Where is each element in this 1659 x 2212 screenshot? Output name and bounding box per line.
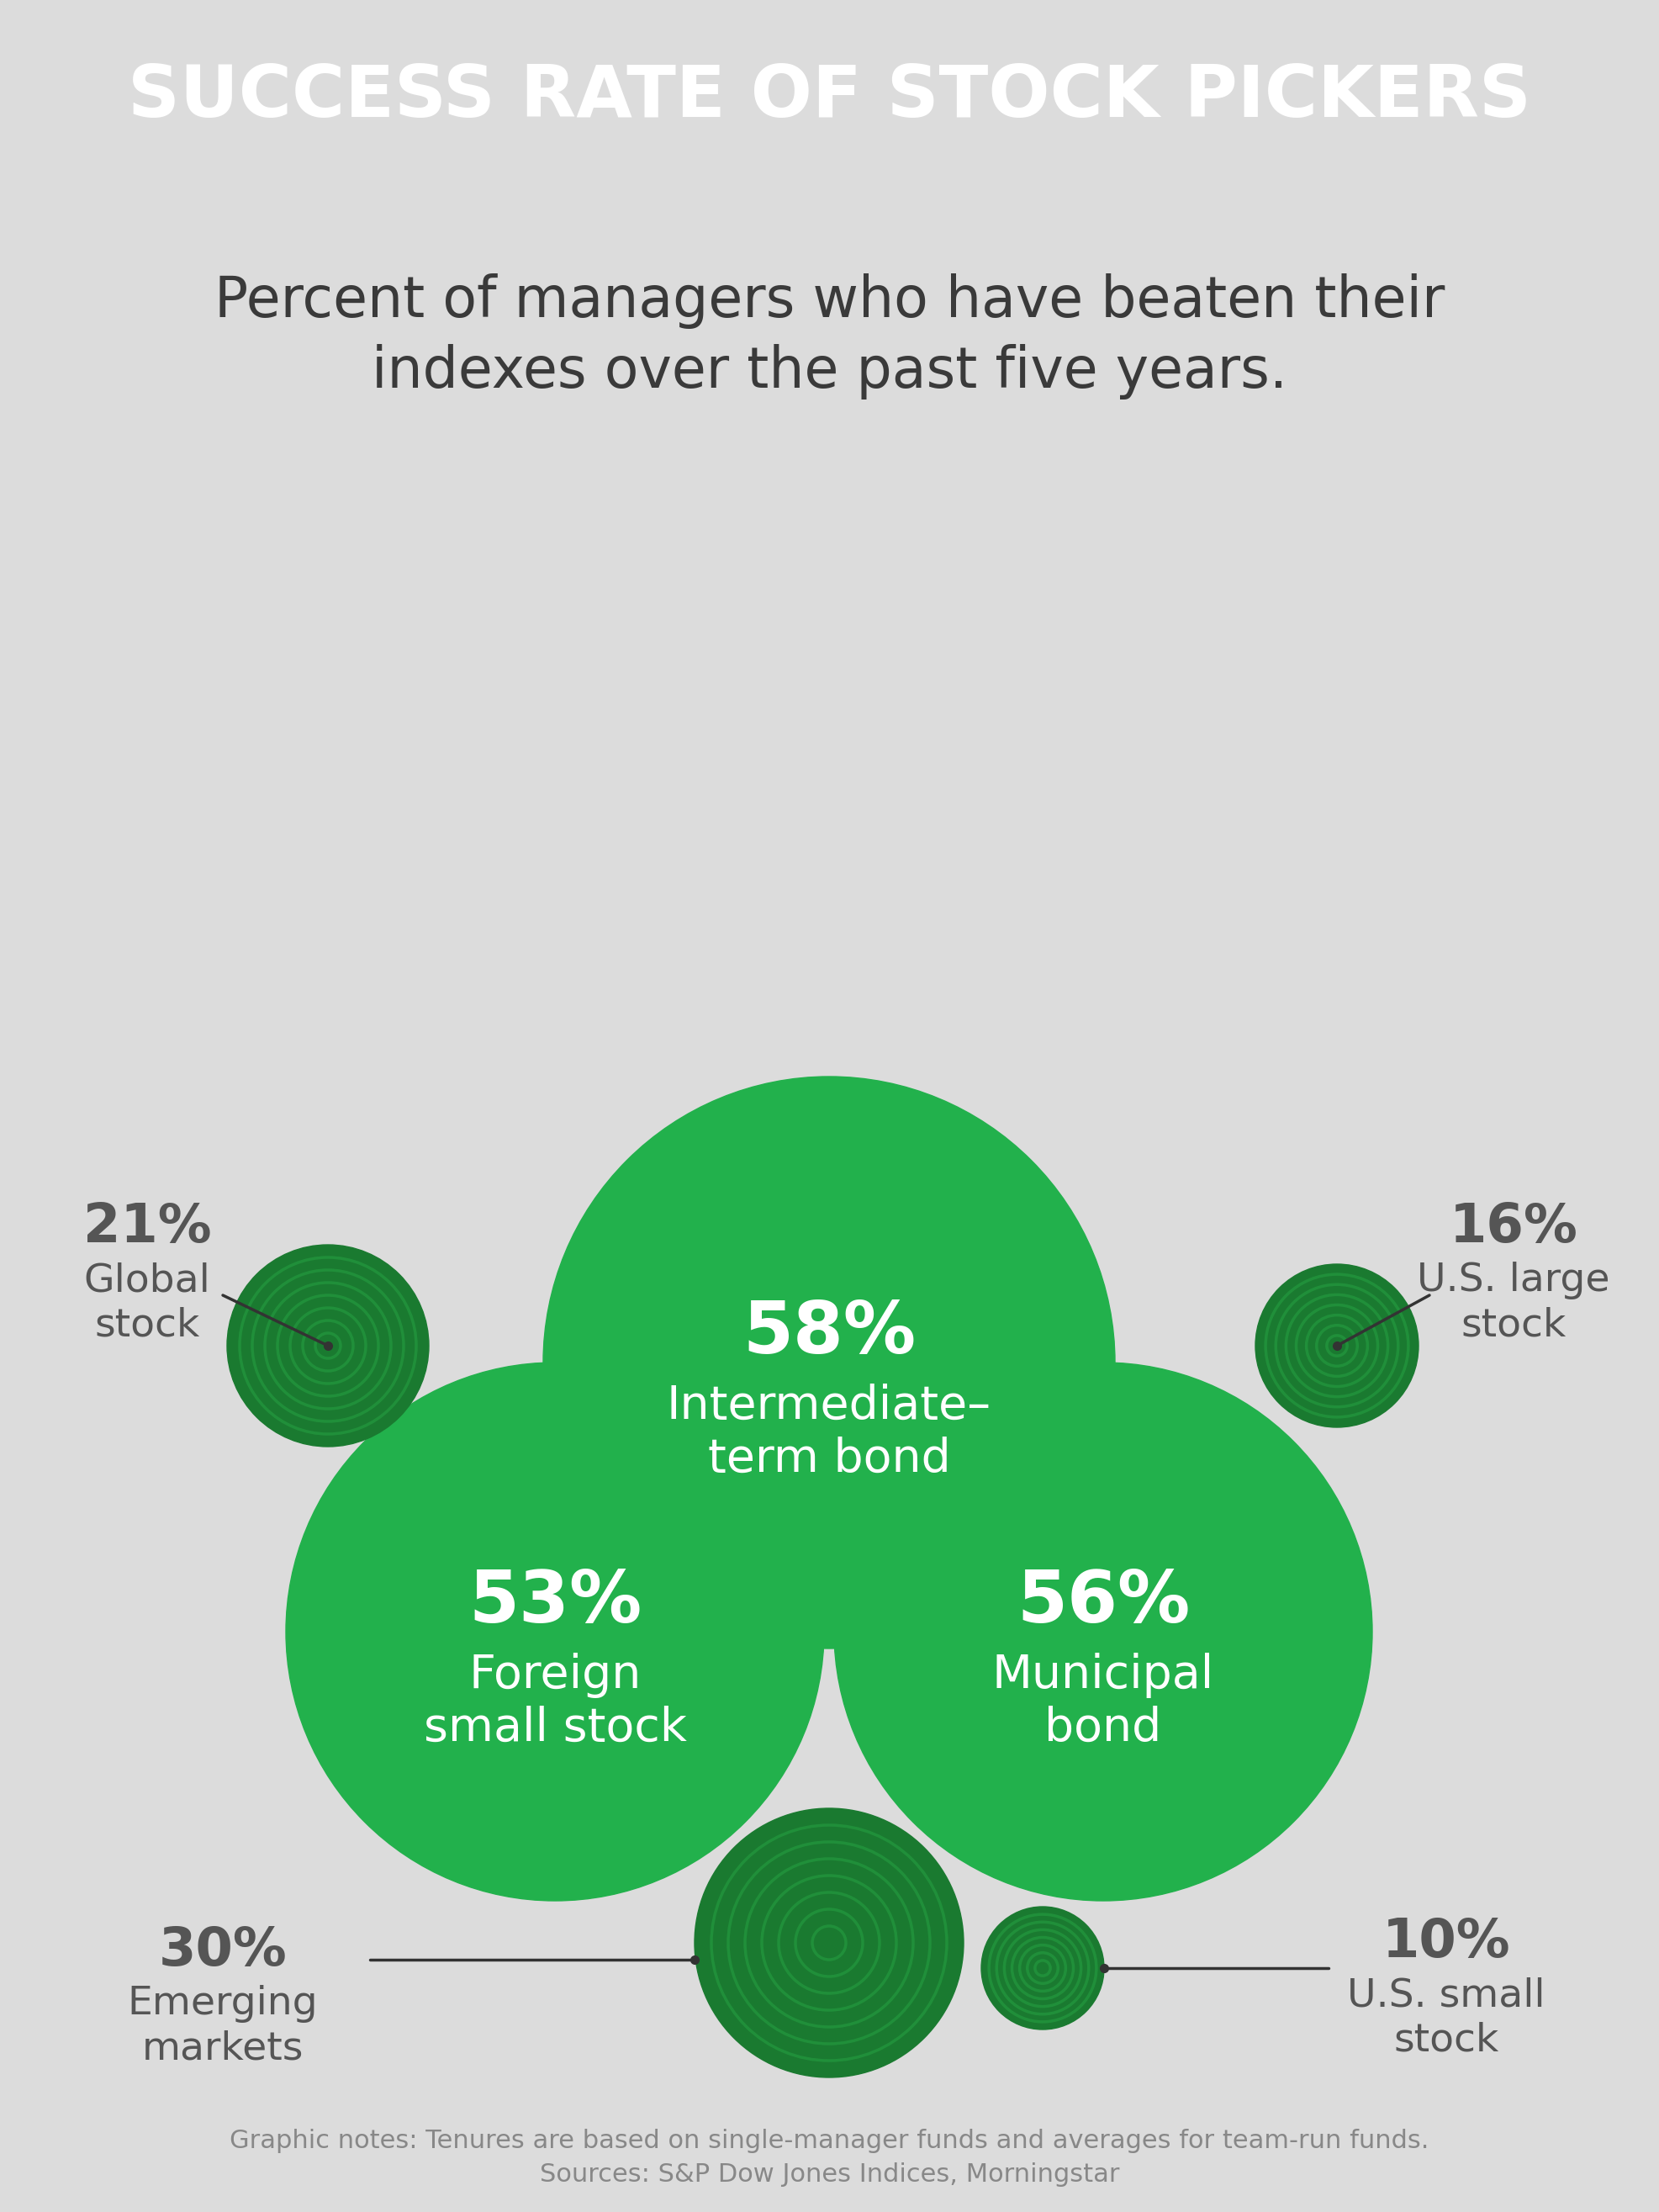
Text: U.S. large
stock: U.S. large stock: [1417, 1261, 1609, 1345]
Text: 53%: 53%: [468, 1568, 642, 1637]
Text: Emerging
markets: Emerging markets: [128, 1984, 319, 2068]
Text: U.S. small
stock: U.S. small stock: [1347, 1978, 1545, 2059]
Text: 21%: 21%: [83, 1201, 211, 1254]
Circle shape: [695, 1807, 964, 2077]
Circle shape: [542, 1077, 1115, 1648]
Text: SUCCESS RATE OF STOCK PICKERS: SUCCESS RATE OF STOCK PICKERS: [128, 62, 1531, 133]
Text: Foreign
small stock: Foreign small stock: [423, 1652, 687, 1750]
Circle shape: [285, 1363, 825, 1900]
Circle shape: [980, 1907, 1103, 2028]
Text: 58%: 58%: [743, 1298, 916, 1367]
Text: Intermediate–
term bond: Intermediate– term bond: [667, 1382, 992, 1482]
Text: Graphic notes: Tenures are based on single-manager funds and averages for team-r: Graphic notes: Tenures are based on sing…: [231, 2128, 1428, 2188]
Text: 56%: 56%: [1017, 1568, 1190, 1637]
Text: 16%: 16%: [1450, 1201, 1578, 1254]
Text: Global
stock: Global stock: [83, 1261, 211, 1345]
Text: Municipal
bond: Municipal bond: [992, 1652, 1214, 1750]
Text: 30%: 30%: [159, 1924, 287, 1978]
Circle shape: [227, 1245, 428, 1447]
Circle shape: [1256, 1263, 1418, 1427]
Text: Percent of managers who have beaten their
indexes over the past five years.: Percent of managers who have beaten thei…: [214, 274, 1445, 400]
Circle shape: [834, 1363, 1372, 1900]
Text: 10%: 10%: [1382, 1916, 1510, 1969]
